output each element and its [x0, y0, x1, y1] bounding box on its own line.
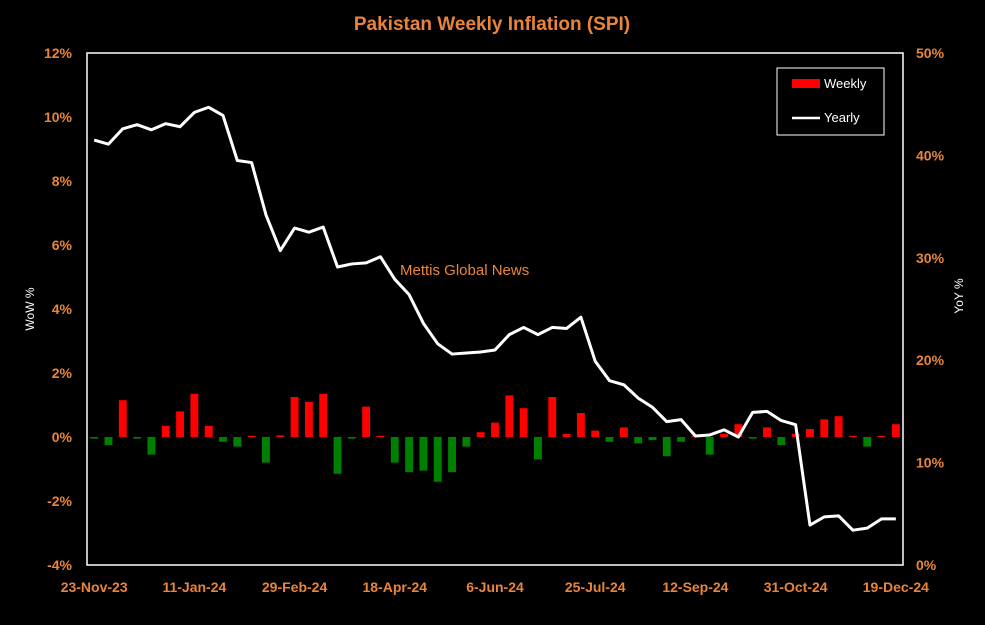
- weekly-bar: [319, 393, 328, 437]
- y2-tick-label: 0%: [916, 557, 937, 573]
- weekly-bar: [576, 413, 585, 437]
- weekly-bar: [791, 433, 800, 437]
- weekly-bar: [534, 437, 542, 460]
- weekly-bar: [233, 437, 242, 447]
- x-tick-label: 19-Dec-24: [863, 579, 929, 595]
- y2-tick-label: 30%: [916, 250, 945, 266]
- weekly-bar: [834, 416, 843, 437]
- weekly-bar: [419, 437, 428, 471]
- weekly-bar: [634, 437, 643, 444]
- y-tick-label: -4%: [47, 557, 72, 573]
- weekly-bar: [190, 393, 199, 437]
- weekly-bar: [806, 429, 814, 437]
- weekly-bar: [562, 433, 571, 437]
- weekly-bar: [376, 435, 385, 437]
- y-tick-label: 0%: [52, 429, 73, 445]
- weekly-bar: [118, 400, 127, 437]
- x-tick-label: 12-Sep-24: [662, 579, 728, 595]
- weekly-bar: [362, 406, 371, 437]
- weekly-bar: [677, 437, 686, 442]
- weekly-bar: [763, 427, 771, 437]
- weekly-bar: [820, 419, 829, 437]
- x-tick-label: 11-Jan-24: [162, 579, 226, 595]
- weekly-bar: [720, 433, 728, 437]
- weekly-bar: [104, 437, 113, 445]
- weekly-bar: [276, 435, 285, 437]
- yearly-line-group: [93, 105, 896, 532]
- weekly-bar: [877, 435, 886, 437]
- left-axis-label: WoW %: [23, 287, 37, 330]
- x-tick-label: 18-Apr-24: [362, 579, 427, 595]
- yearly-line: [93, 105, 896, 532]
- weekly-bar: [491, 422, 499, 437]
- weekly-bar: [734, 424, 743, 437]
- legend-yearly-label: Yearly: [824, 110, 860, 125]
- weekly-bar: [848, 435, 857, 437]
- weekly-bar: [748, 437, 757, 439]
- y2-tick-label: 10%: [916, 455, 945, 471]
- weekly-bar: [519, 408, 528, 437]
- legend-weekly-label: Weekly: [824, 76, 867, 91]
- weekly-bar: [591, 430, 600, 437]
- x-tick-label: 6-Jun-24: [466, 579, 524, 595]
- weekly-bar: [390, 437, 399, 463]
- weekly-bar: [405, 437, 414, 473]
- weekly-bar: [304, 401, 313, 437]
- weekly-bar: [90, 437, 99, 439]
- weekly-bar: [777, 437, 786, 445]
- weekly-bar: [648, 437, 657, 441]
- y2-tick-label: 20%: [916, 352, 945, 368]
- weekly-bar: [204, 425, 213, 437]
- y-tick-label: 12%: [44, 45, 73, 61]
- weekly-bar: [262, 437, 270, 463]
- weekly-bar: [247, 435, 256, 437]
- weekly-bar: [333, 437, 342, 474]
- weekly-bars-group: [90, 393, 900, 482]
- y-tick-label: 4%: [52, 301, 73, 317]
- x-tick-label: 31-Oct-24: [764, 579, 828, 595]
- weekly-bar: [505, 395, 514, 437]
- legend-weekly-swatch: [792, 79, 820, 88]
- y2-tick-label: 40%: [916, 147, 945, 163]
- weekly-bar: [476, 432, 485, 437]
- weekly-bar: [605, 437, 614, 442]
- right-axis-ticks: 0% 10% 20% 30% 40% 50%: [916, 45, 945, 573]
- weekly-bar: [290, 397, 299, 437]
- weekly-bar: [462, 437, 471, 447]
- weekly-bar: [448, 437, 456, 473]
- left-axis-ticks: -4% -2% 0% 2% 4% 6% 8% 10% 12%: [44, 45, 73, 573]
- chart-title: Pakistan Weekly Inflation (SPI): [354, 14, 630, 35]
- y2-tick-label: 50%: [916, 45, 945, 61]
- x-tick-label: 29-Feb-24: [262, 579, 328, 595]
- x-tick-label: 25-Jul-24: [565, 579, 626, 595]
- weekly-bar: [619, 427, 628, 437]
- legend: Weekly Yearly: [776, 67, 885, 136]
- weekly-bar: [133, 437, 142, 439]
- watermark-text: Mettis Global News: [400, 262, 529, 279]
- weekly-bar: [433, 437, 442, 482]
- weekly-bar: [219, 437, 227, 442]
- y-tick-label: -2%: [47, 493, 72, 509]
- y-tick-label: 10%: [44, 109, 73, 125]
- x-tick-label: 23-Nov-23: [61, 579, 128, 595]
- weekly-bar: [662, 437, 671, 457]
- y-tick-label: 2%: [52, 365, 73, 381]
- weekly-bar: [176, 411, 184, 437]
- y-tick-label: 8%: [52, 173, 73, 189]
- weekly-bar: [147, 437, 156, 455]
- weekly-bar: [161, 425, 170, 437]
- weekly-bar: [863, 437, 872, 447]
- weekly-bar: [347, 437, 356, 439]
- right-axis-label: YoY %: [952, 278, 966, 314]
- weekly-bar: [705, 437, 714, 455]
- plot-area-border: [86, 52, 904, 566]
- weekly-bar: [891, 424, 900, 437]
- y-tick-label: 6%: [52, 237, 73, 253]
- x-axis-ticks: 23-Nov-23 11-Jan-24 29-Feb-24 18-Apr-24 6-Ju…: [61, 579, 929, 595]
- weekly-bar: [548, 397, 557, 437]
